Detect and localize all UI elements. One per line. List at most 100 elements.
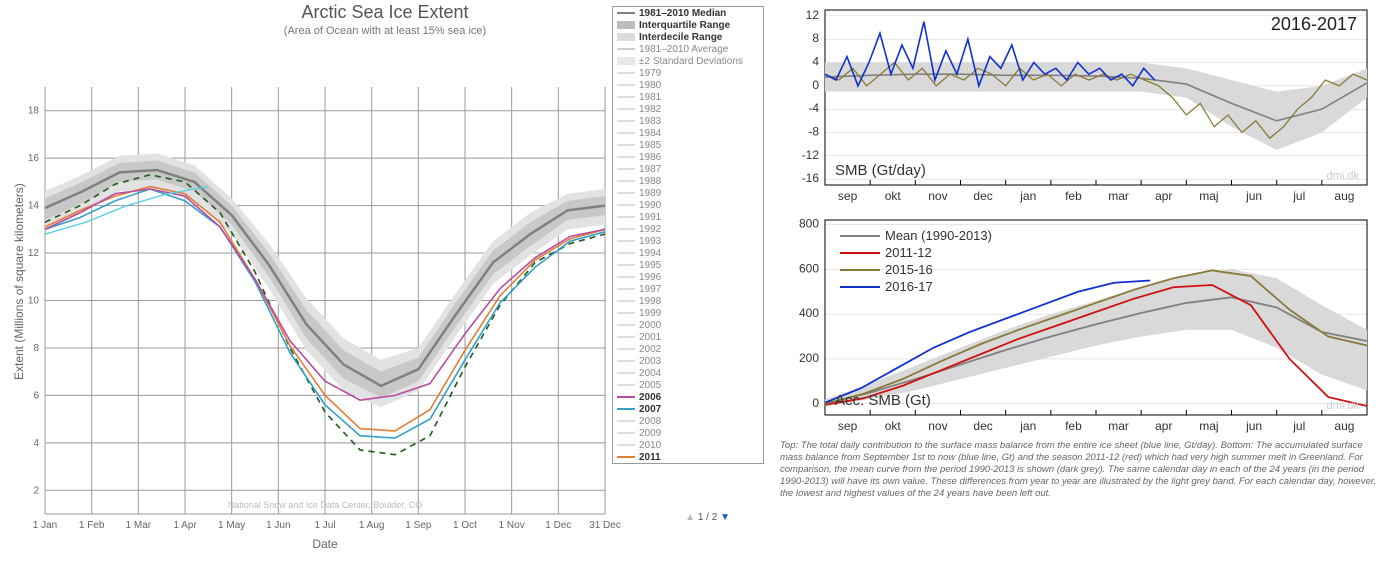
legend-year-1985[interactable]: 1985 [613, 139, 763, 151]
svg-text:8: 8 [812, 31, 819, 45]
svg-text:-16: -16 [802, 171, 820, 185]
legend-year-1995[interactable]: 1995 [613, 259, 763, 271]
legend-year-1987[interactable]: 1987 [613, 163, 763, 175]
svg-text:apr: apr [1155, 419, 1172, 433]
legend-year-2007[interactable]: 2007 [613, 403, 763, 415]
svg-text:4: 4 [812, 55, 819, 69]
svg-text:maj: maj [1199, 419, 1218, 433]
svg-text:2: 2 [33, 485, 39, 496]
svg-text:jan: jan [1019, 419, 1036, 433]
legend-year-1997[interactable]: 1997 [613, 283, 763, 295]
right-caption: Top: The total daily contribution to the… [770, 438, 1382, 499]
svg-text:-4: -4 [808, 101, 819, 115]
svg-text:1 Apr: 1 Apr [173, 520, 197, 531]
svg-text:1 Jan: 1 Jan [33, 520, 57, 531]
pager-prev-icon[interactable]: ▲ [685, 512, 695, 523]
legend-year-1998[interactable]: 1998 [613, 295, 763, 307]
svg-text:aug: aug [1334, 419, 1354, 433]
legend-year-2001[interactable]: 2001 [613, 331, 763, 343]
svg-text:400: 400 [799, 306, 819, 320]
legend-year-1982[interactable]: 1982 [613, 103, 763, 115]
svg-text:1 Aug: 1 Aug [359, 520, 385, 531]
svg-text:feb: feb [1065, 189, 1082, 203]
legend-year-1993[interactable]: 1993 [613, 235, 763, 247]
legend-year-1980[interactable]: 1980 [613, 79, 763, 91]
svg-text:jul: jul [1292, 419, 1305, 433]
svg-text:dmi.dk: dmi.dk [1327, 400, 1360, 412]
legend-year-1994[interactable]: 1994 [613, 247, 763, 259]
smb-daily-chart: -16-12-8-404812sepoktnovdecjanfebmaraprm… [770, 0, 1382, 207]
legend-year-1988[interactable]: 1988 [613, 175, 763, 187]
svg-text:6: 6 [33, 390, 39, 401]
svg-text:maj: maj [1199, 189, 1218, 203]
legend-year-2000[interactable]: 2000 [613, 319, 763, 331]
legend-year-2005[interactable]: 2005 [613, 379, 763, 391]
svg-text:1 Dec: 1 Dec [545, 520, 571, 531]
pager-next-icon[interactable]: ▼ [720, 512, 730, 523]
svg-text:200: 200 [799, 351, 819, 365]
svg-text:dec: dec [973, 419, 992, 433]
legend-year-2011[interactable]: 2011 [613, 451, 763, 463]
legend-year-2006[interactable]: 2006 [613, 391, 763, 403]
legend-year-1992[interactable]: 1992 [613, 223, 763, 235]
svg-text:1 Feb: 1 Feb [79, 520, 105, 531]
svg-text:aug: aug [1334, 189, 1354, 203]
legend-pager[interactable]: ▲ 1 / 2 ▼ [685, 512, 730, 523]
legend-year-2008[interactable]: 2008 [613, 415, 763, 427]
svg-text:0: 0 [812, 78, 819, 92]
svg-text:31 Dec: 31 Dec [589, 520, 621, 531]
svg-text:1 Mar: 1 Mar [126, 520, 152, 531]
svg-text:1 Oct: 1 Oct [453, 520, 477, 531]
svg-text:nov: nov [928, 189, 947, 203]
svg-text:14: 14 [28, 201, 40, 212]
svg-text:-8: -8 [808, 125, 819, 139]
svg-text:National Snow and Ice Data Cen: National Snow and Ice Data Center, Bould… [228, 500, 423, 510]
svg-text:jun: jun [1245, 419, 1262, 433]
svg-text:sep: sep [838, 419, 858, 433]
legend-year-1981[interactable]: 1981 [613, 91, 763, 103]
legend-year-1984[interactable]: 1984 [613, 127, 763, 139]
svg-text:10: 10 [28, 296, 40, 307]
legend-year-1990[interactable]: 1990 [613, 199, 763, 211]
svg-text:0: 0 [812, 396, 819, 410]
svg-text:jul: jul [1292, 189, 1305, 203]
svg-text:800: 800 [799, 216, 819, 230]
legend-year-1986[interactable]: 1986 [613, 151, 763, 163]
svg-text:2016-2017: 2016-2017 [1271, 14, 1357, 34]
legend-year-2004[interactable]: 2004 [613, 367, 763, 379]
svg-text:2015-16: 2015-16 [885, 262, 933, 277]
legend-year-2002[interactable]: 2002 [613, 343, 763, 355]
svg-text:12: 12 [806, 8, 820, 22]
svg-text:dec: dec [973, 189, 992, 203]
svg-text:8: 8 [33, 343, 39, 354]
svg-text:600: 600 [799, 261, 819, 275]
svg-text:-12: -12 [802, 148, 820, 162]
legend-year-2010[interactable]: 2010 [613, 439, 763, 451]
svg-text:12: 12 [28, 248, 40, 259]
svg-text:jan: jan [1019, 189, 1036, 203]
legend-year-1996[interactable]: 1996 [613, 271, 763, 283]
svg-text:4: 4 [33, 438, 39, 449]
legend-year-1979[interactable]: 1979 [613, 67, 763, 79]
svg-text:sep: sep [838, 189, 858, 203]
svg-text:Acc. SMB (Gt): Acc. SMB (Gt) [835, 392, 931, 409]
svg-text:okt: okt [885, 419, 902, 433]
smb-acc-chart: 0200400600800sepoktnovdecjanfebmaraprmaj… [770, 212, 1382, 437]
legend-year-1989[interactable]: 1989 [613, 187, 763, 199]
arctic-extent-panel: Arctic Sea Ice Extent (Area of Ocean wit… [0, 0, 770, 527]
svg-text:Date: Date [312, 537, 338, 551]
series-legend[interactable]: 1981–2010 MedianInterquartile RangeInter… [612, 6, 764, 464]
legend-year-1991[interactable]: 1991 [613, 211, 763, 223]
svg-text:dmi.dk: dmi.dk [1327, 170, 1360, 182]
svg-text:1 Jun: 1 Jun [266, 520, 290, 531]
legend-year-1999[interactable]: 1999 [613, 307, 763, 319]
legend-year-2009[interactable]: 2009 [613, 427, 763, 439]
legend-year-1983[interactable]: 1983 [613, 115, 763, 127]
svg-text:2011-12: 2011-12 [885, 245, 932, 260]
svg-text:1 Jul: 1 Jul [314, 520, 335, 531]
svg-text:okt: okt [885, 189, 902, 203]
svg-text:16: 16 [28, 153, 40, 164]
svg-text:18: 18 [28, 106, 40, 117]
legend-year-2003[interactable]: 2003 [613, 355, 763, 367]
svg-text:feb: feb [1065, 419, 1082, 433]
